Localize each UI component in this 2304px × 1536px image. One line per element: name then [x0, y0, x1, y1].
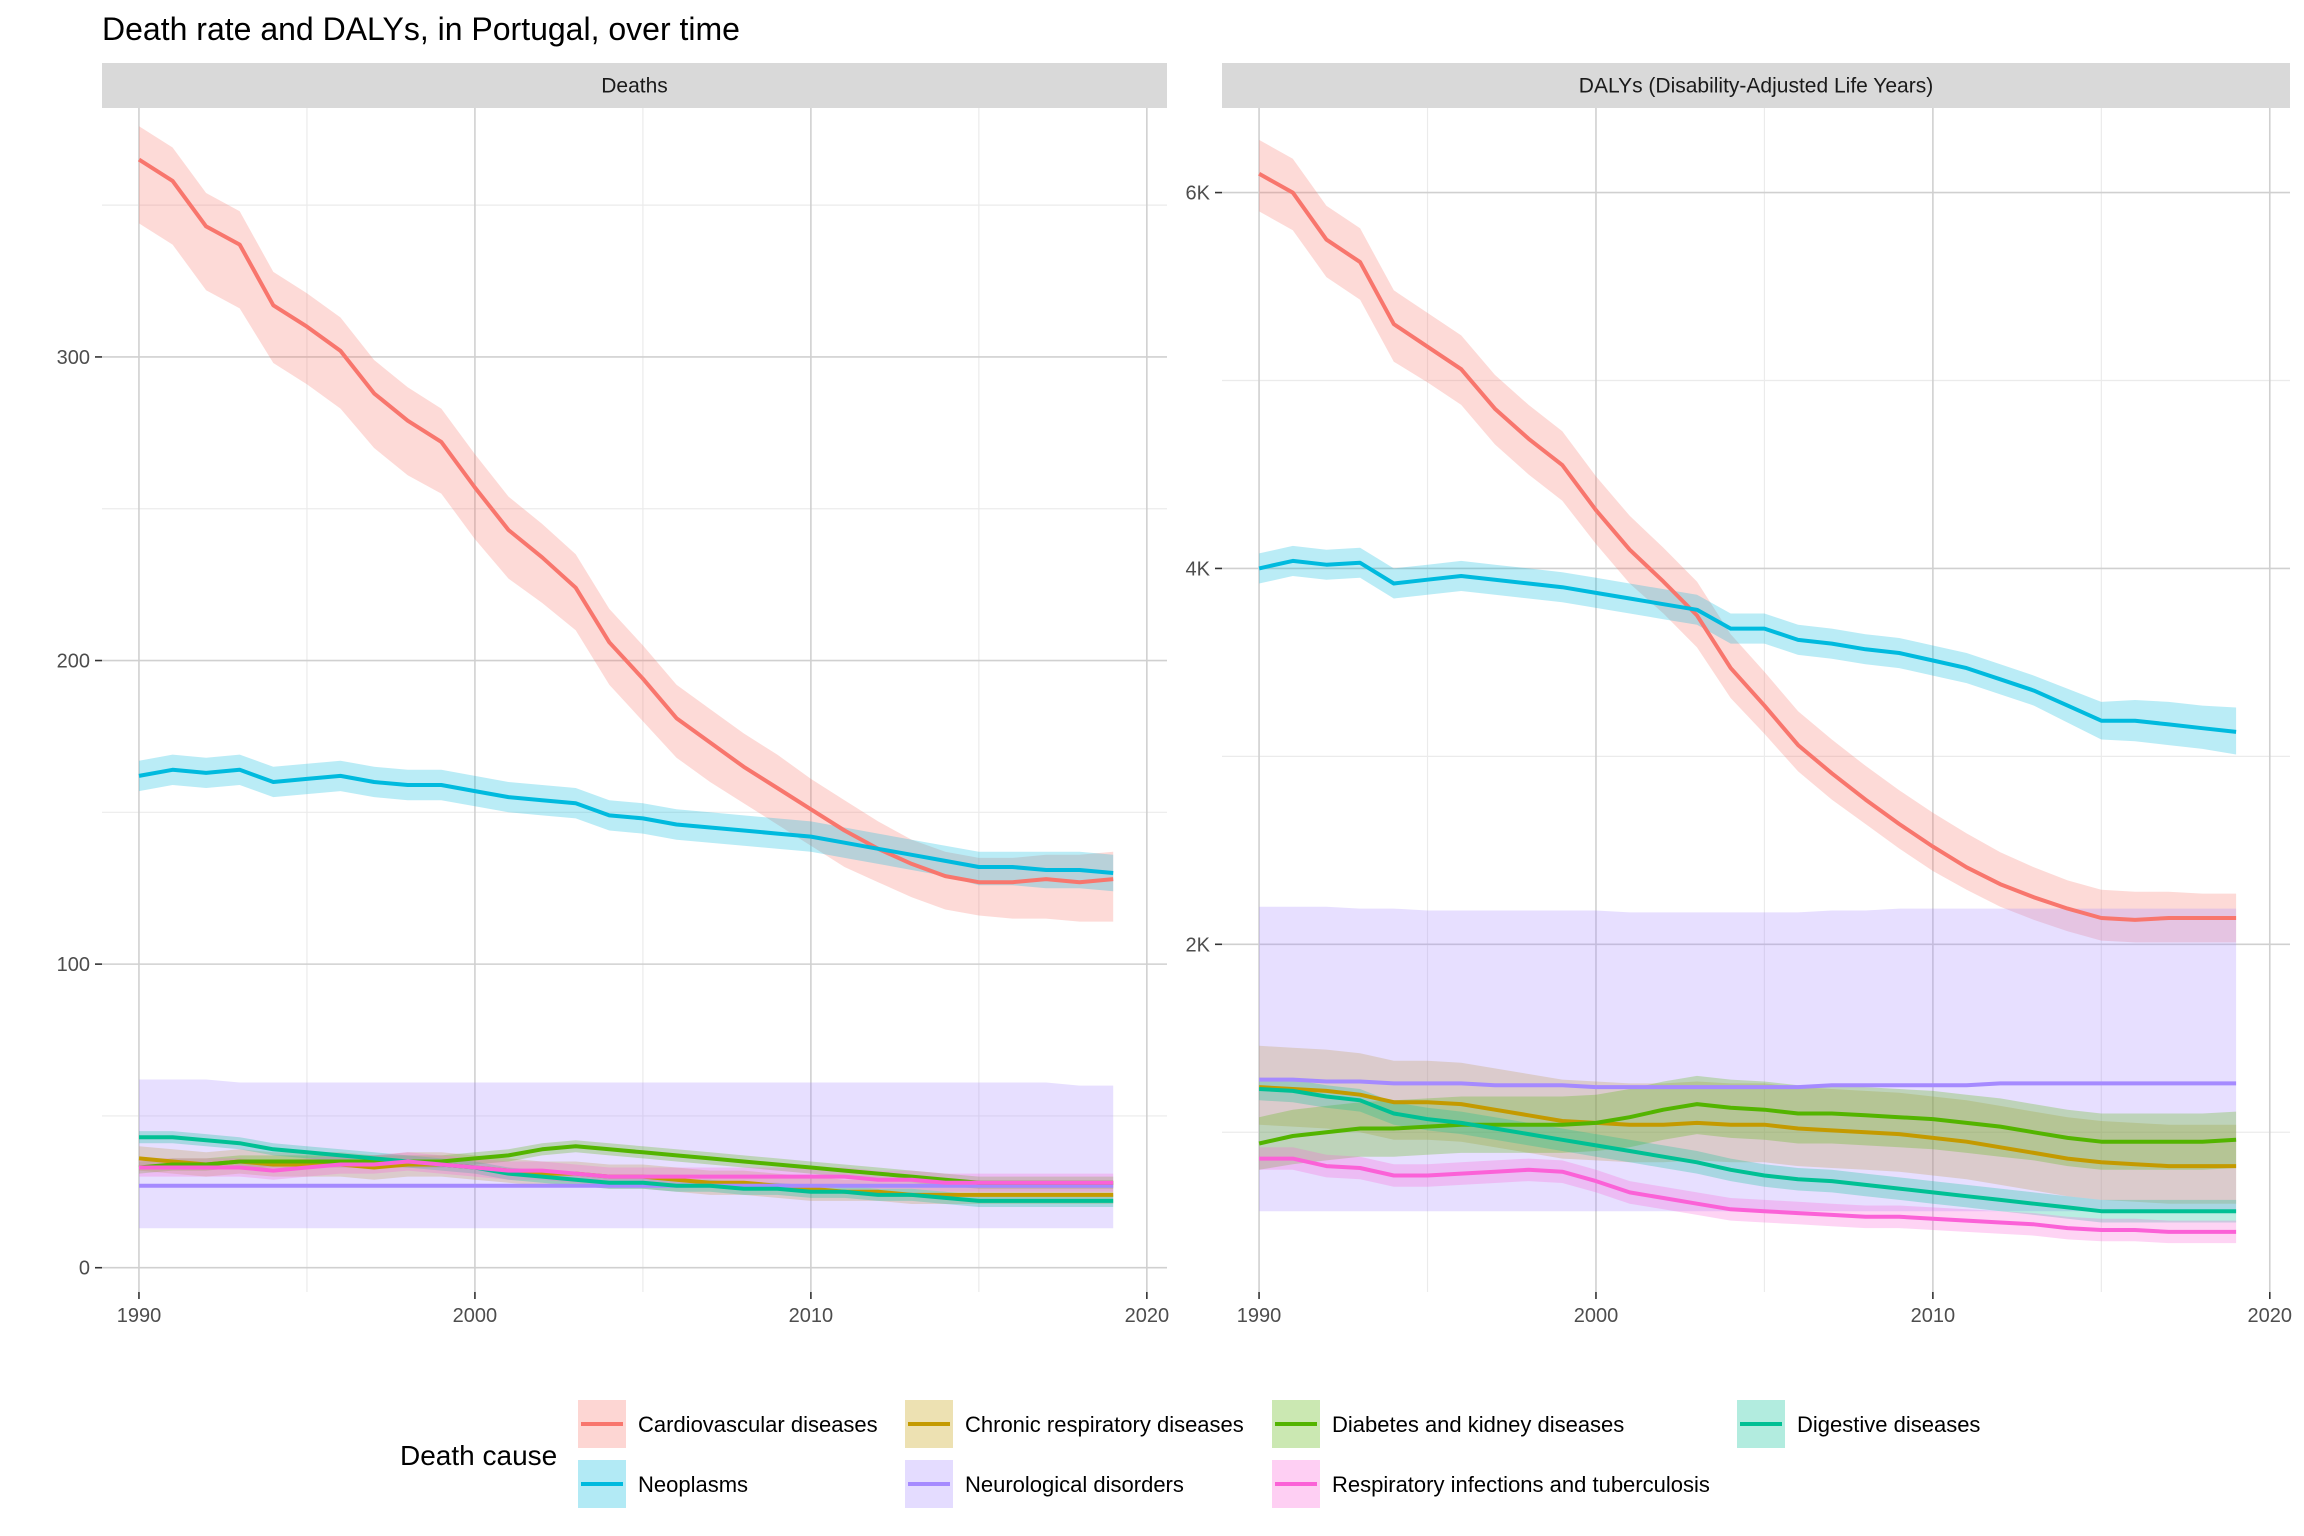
y-tick-label: 6K: [1186, 183, 1211, 205]
line-diabetes-and-kidney-diseases: [138, 1144, 1114, 1185]
confidence-bands: [139, 126, 1114, 1229]
line-respiratory-infections-and-tuberculosis: [1259, 1156, 2237, 1234]
band-neurological-disorders: [1259, 906, 2237, 1212]
panel-strip: [1222, 63, 2290, 108]
band-cardiovascular-diseases: [1259, 139, 2237, 943]
legend-label: Neurological disorders: [965, 1472, 1184, 1497]
line-chronic-respiratory-diseases: [1258, 1085, 2237, 1169]
x-tick-label: 2010: [1911, 1305, 1956, 1327]
x-tick-label: 2010: [789, 1305, 834, 1327]
chart-panels: Deaths 1990 2000 2010 2020 0 100 200 300 DALYs (D…: [57, 63, 2292, 1327]
y-tick-label: 4K: [1186, 558, 1211, 580]
x-tick-label: 2000: [1574, 1305, 1619, 1327]
band-digestive-diseases: [1259, 1077, 2237, 1223]
line-digestive-diseases: [1258, 1087, 2237, 1214]
legend-label: Neoplasms: [638, 1472, 748, 1497]
band-neoplasms: [1259, 545, 2237, 755]
legend-item-chronic-respiratory-diseases: Chronic respiratory diseases: [905, 1400, 1244, 1448]
y-tick-label: 2K: [1186, 934, 1211, 956]
panel-strip-label: Deaths: [601, 75, 668, 98]
line-cardiovascular-diseases: [1258, 172, 2237, 922]
panel-strip-label: DALYs (Disability-Adjusted Life Years): [1579, 75, 1933, 98]
legend-item-cardiovascular-diseases: Cardiovascular diseases: [578, 1400, 878, 1448]
y-tick-label: 200: [57, 651, 90, 673]
line-neoplasms: [1258, 558, 2237, 734]
panel-1: Deaths 1990 2000 2010 2020 0 100 200 300: [57, 63, 1169, 1327]
line-neoplasms: [138, 767, 1114, 875]
y-tick-label: 0: [79, 1258, 90, 1280]
x-tick-label: 2020: [1125, 1305, 1170, 1327]
legend-label: Diabetes and kidney diseases: [1332, 1412, 1624, 1437]
panel-strip: [102, 63, 1167, 108]
x-tick-label: 1990: [1237, 1305, 1282, 1327]
x-tick-label: 2000: [453, 1305, 498, 1327]
x-tick-label: 1990: [117, 1305, 162, 1327]
series-lines: [137, 157, 1114, 1203]
line-respiratory-infections-and-tuberculosis: [139, 1159, 1114, 1185]
legend-label: Chronic respiratory diseases: [965, 1412, 1244, 1437]
legend-item-digestive-diseases: Digestive diseases: [1737, 1400, 1980, 1448]
legend-item-neoplasms: Neoplasms: [578, 1460, 748, 1508]
line-cardiovascular-diseases: [137, 157, 1114, 885]
legend-item-diabetes-and-kidney-diseases: Diabetes and kidney diseases: [1272, 1400, 1624, 1448]
legend-label: Respiratory infections and tuberculosis: [1332, 1472, 1710, 1497]
legend-label: Digestive diseases: [1797, 1412, 1980, 1437]
y-tick-label: 100: [57, 954, 90, 976]
y-tick-label: 300: [57, 347, 90, 369]
legend: Death cause Cardiovascular diseases Chron…: [400, 1400, 1980, 1508]
axis-ticks: 1990 2000 2010 2020 0 100 200 300: [57, 347, 1169, 1327]
confidence-bands: [1259, 139, 2237, 1244]
chart-title: Death rate and DALYs, in Portugal, over …: [102, 11, 740, 47]
gridlines: [1222, 108, 2290, 1292]
gridlines: [102, 108, 1167, 1292]
panel-2: DALYs (Disability-Adjusted Life Years) 19…: [1186, 63, 2293, 1327]
legend-label: Cardiovascular diseases: [638, 1412, 878, 1437]
band-digestive-diseases: [139, 1131, 1114, 1207]
band-diabetes-and-kidney-diseases: [139, 1140, 1114, 1189]
line-digestive-diseases: [139, 1135, 1114, 1203]
legend-item-respiratory-infections-and-tuberculosis: Respiratory infections and tuberculosis: [1272, 1460, 1710, 1508]
x-tick-label: 2020: [2248, 1305, 2293, 1327]
legend-item-neurological-disorders: Neurological disorders: [905, 1460, 1184, 1508]
legend-title: Death cause: [400, 1440, 557, 1471]
axis-ticks: 1990 2000 2010 2020 2K 4K 6K: [1186, 183, 2293, 1327]
band-neoplasms: [139, 754, 1114, 892]
series-lines: [1258, 172, 2237, 1234]
line-neurological-disorders: [1259, 1077, 2237, 1090]
line-diabetes-and-kidney-diseases: [1258, 1102, 2237, 1146]
